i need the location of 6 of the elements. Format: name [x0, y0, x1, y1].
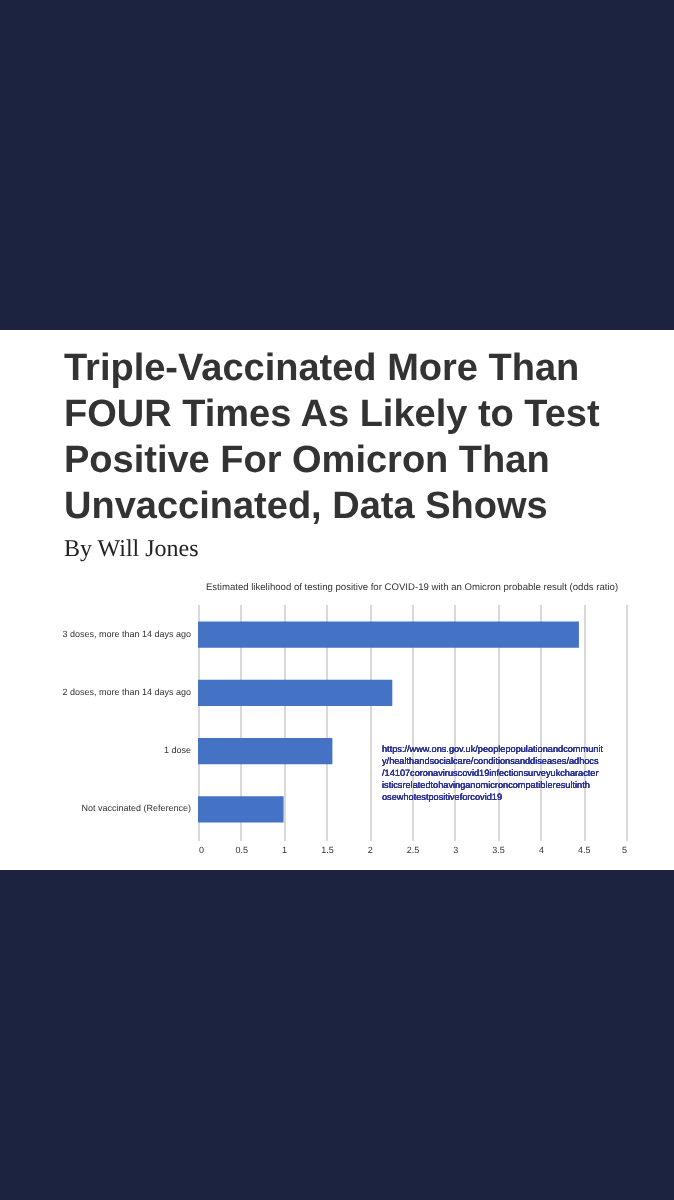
bar [198, 738, 333, 765]
chart-subtitle: By Will Jones [64, 534, 201, 564]
bar [198, 796, 284, 823]
bar [198, 679, 393, 706]
chart-title: Triple-Vaccinated More Than FOUR Times As Likely to Test Positive For Omicron Than Unvaccinated, Data Shows [64, 346, 602, 530]
bar [198, 621, 579, 648]
